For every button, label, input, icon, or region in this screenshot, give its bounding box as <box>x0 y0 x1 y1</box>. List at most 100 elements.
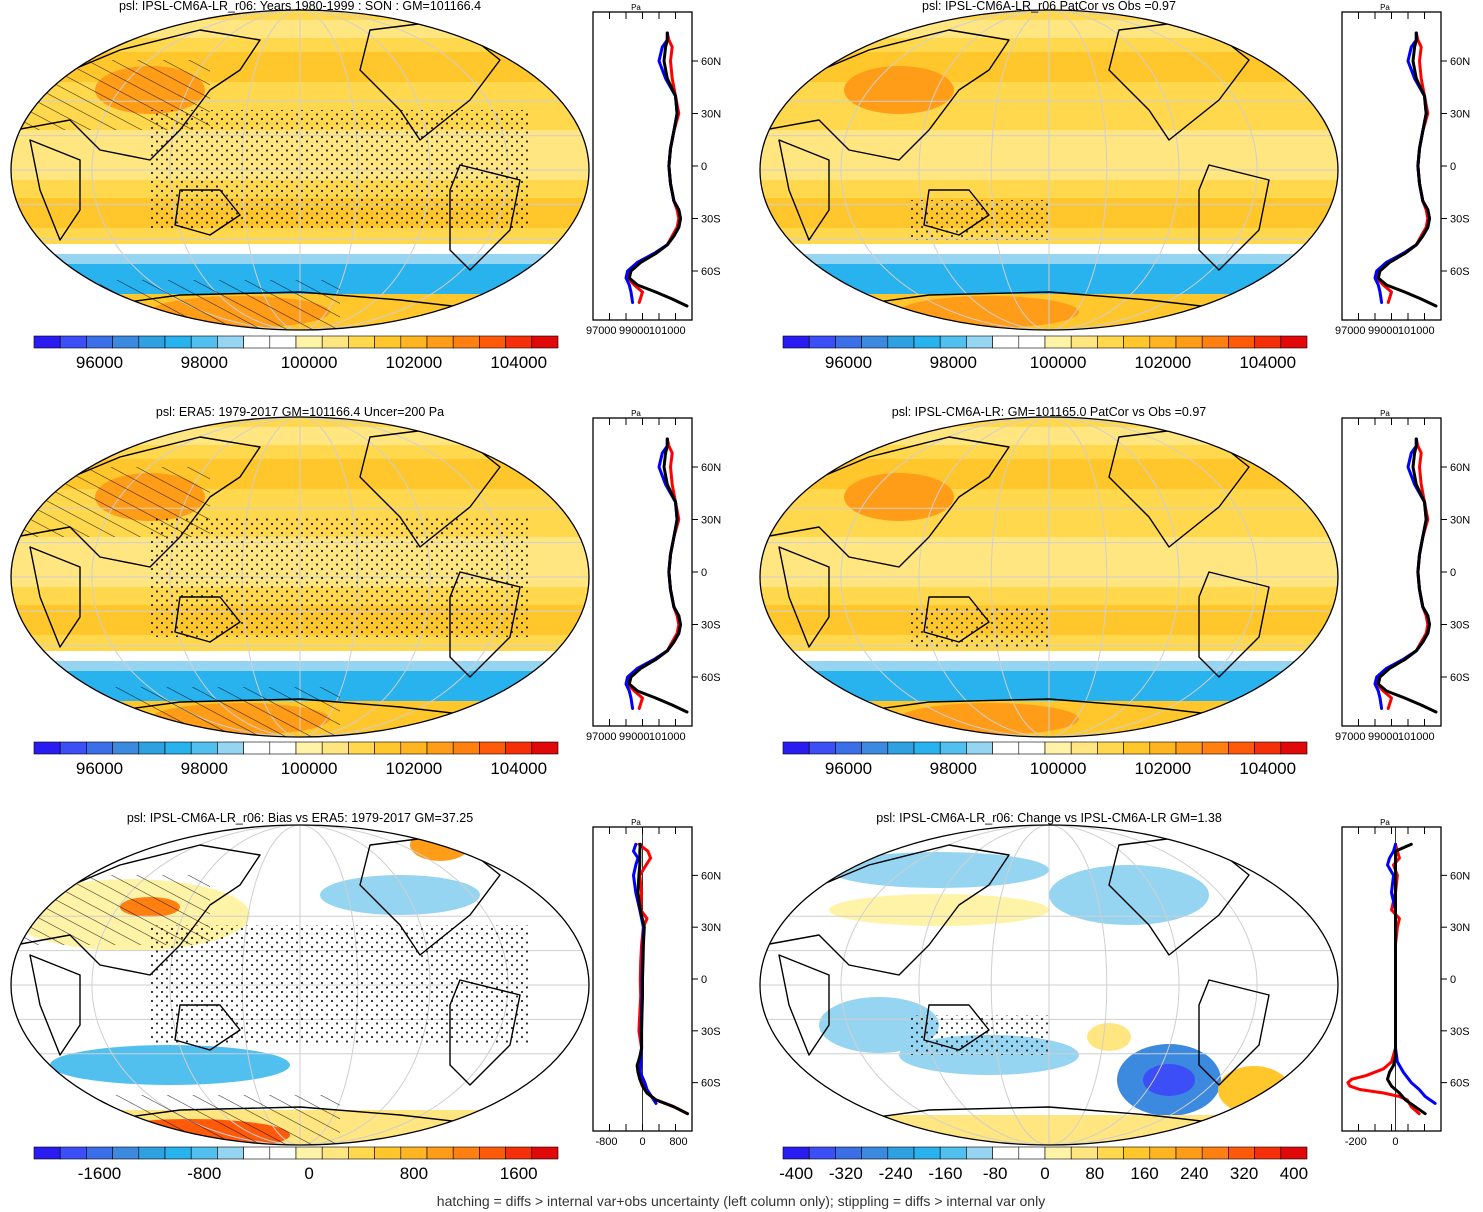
stippling-patch <box>909 607 1049 647</box>
coast-australia <box>174 189 241 236</box>
colorbar-swatch <box>243 1146 271 1160</box>
map-panel-4: psl: IPSL-CM6A-LR: GM=101165.0 PatCor vs… <box>759 405 1339 738</box>
profile-x-label: 0 <box>1392 1136 1398 1148</box>
profile-frame <box>1341 417 1442 727</box>
map-outline <box>759 9 1339 331</box>
colorbar-swatch <box>426 335 454 349</box>
profile-lat-label: 60N <box>701 870 721 882</box>
colorbar-label: 104000 <box>1239 759 1296 778</box>
colorbar-swatch <box>217 741 244 755</box>
colorbar-swatch <box>966 335 993 349</box>
colorbar-swatch <box>1018 335 1046 349</box>
profile-lat-label: 60N <box>1450 870 1470 882</box>
map-panel-5: psl: IPSL-CM6A-LR_r06: Bias vs ERA5: 197… <box>10 811 590 1146</box>
colorbar-label: -160 <box>928 1164 962 1183</box>
colorbar-swatch <box>426 1146 454 1160</box>
zonal-profile-3: 60N 30N 0 30S 60S 97000 99000 101000 Pa <box>586 409 721 743</box>
colorbar-swatch <box>1097 335 1124 349</box>
colorbar-label: 96000 <box>76 759 123 778</box>
colorbar-5: -1600 -800 0 800 1600 <box>33 1146 559 1183</box>
colorbar-swatch <box>374 1146 402 1160</box>
colorbar-swatch <box>808 335 836 349</box>
profile-x-label: 97000 <box>1335 325 1366 337</box>
coast-antarctica <box>69 698 531 723</box>
colorbar-label: 98000 <box>930 759 977 778</box>
colorbar-label: 1600 <box>500 1164 538 1183</box>
colorbar-swatch <box>112 335 140 349</box>
colorbar-swatch <box>1044 741 1072 755</box>
colorbar-swatch <box>1149 335 1177 349</box>
map-title: psl: ERA5: 1979-2017 GM=101166.4 Uncer=2… <box>156 405 444 419</box>
colorbar-swatch <box>400 741 428 755</box>
colorbar-swatch <box>1175 335 1203 349</box>
profile-unit: Pa <box>1380 3 1390 12</box>
profile-unit: Pa <box>631 818 641 827</box>
colorbar-swatch <box>861 335 889 349</box>
change-negative-n-america <box>1049 865 1209 925</box>
zonal-profile-2: 60N 30N 0 30S 60S 97000 99000 101000 Pa <box>1335 3 1470 337</box>
zonal-profile-4: 60N 30N 0 30S 60S 97000 99000 101000 Pa <box>1335 409 1470 743</box>
profile-lat-label: 60S <box>701 672 721 684</box>
colorbar-label: 98000 <box>181 353 228 372</box>
colorbar-swatch <box>1201 1146 1229 1160</box>
colorbar-swatch <box>190 335 218 349</box>
profile-lat-label: 60S <box>1450 672 1470 684</box>
colorbar-label: 100000 <box>1030 353 1087 372</box>
colorbar-swatch <box>452 1146 480 1160</box>
coast-south-america <box>1198 571 1270 678</box>
profile-lat-label: 30N <box>1450 109 1470 121</box>
profile-x-label: 97000 <box>1335 731 1366 743</box>
colorbar-swatch <box>505 741 533 755</box>
coast-antarctica <box>818 698 1280 723</box>
colorbar-swatch <box>1280 1146 1308 1160</box>
profile-x-label: 97000 <box>586 731 617 743</box>
colorbar-swatch <box>164 1146 192 1160</box>
colorbar-swatch <box>1018 1146 1046 1160</box>
colorbar-label: 160 <box>1130 1164 1158 1183</box>
colorbar-swatch <box>269 1146 297 1160</box>
colorbar-swatch <box>887 335 915 349</box>
figure-footnote: hatching = diffs > internal var+obs unce… <box>437 1193 1045 1209</box>
colorbar-swatch <box>321 335 349 349</box>
profile-x-label: 97000 <box>586 325 617 337</box>
profile-unit: Pa <box>631 3 641 12</box>
hatching-southern <box>100 1095 340 1145</box>
colorbar-label: 80 <box>1085 1164 1104 1183</box>
change-positive-s-atlantic <box>1087 1023 1131 1051</box>
colorbar-swatch <box>913 335 941 349</box>
colorbar-label: 104000 <box>1239 353 1296 372</box>
meridian-line <box>918 825 1180 1145</box>
colorbar-swatch <box>861 1146 889 1160</box>
colorbar-swatch <box>217 1146 244 1160</box>
colorbar-swatch <box>887 741 915 755</box>
stippling-tropics <box>150 925 530 1045</box>
coast-antarctica <box>69 291 531 316</box>
colorbar-swatch <box>1149 1146 1177 1160</box>
colorbar-swatch <box>913 1146 941 1160</box>
colorbar-label: 320 <box>1230 1164 1258 1183</box>
colorbar-swatch <box>479 1146 506 1160</box>
colorbar-swatch <box>243 335 271 349</box>
profile-series-mmm <box>1386 842 1427 1116</box>
profile-x-label: 99000 <box>1368 731 1399 743</box>
map-outline <box>10 824 590 1146</box>
coastlines <box>14 834 531 1131</box>
colorbar-swatch <box>348 1146 375 1160</box>
colorbar-label: 102000 <box>386 353 443 372</box>
colorbar-swatch <box>1228 1146 1255 1160</box>
colorbar-swatch <box>164 335 192 349</box>
coast-australia <box>923 189 990 236</box>
colorbar-label: 104000 <box>490 759 547 778</box>
colorbar-swatch <box>1228 335 1255 349</box>
coast-eurasia <box>14 844 261 976</box>
profile-x-label: 0 <box>639 1136 645 1148</box>
coastlines <box>763 19 1280 316</box>
meridian-line <box>918 10 1180 330</box>
colorbar-swatch <box>835 741 862 755</box>
map-title: psl: IPSL-CM6A-LR: GM=101165.0 PatCor vs… <box>892 405 1207 419</box>
profile-series-mmm <box>1376 437 1438 714</box>
colorbar-swatch <box>1018 741 1046 755</box>
colorbar-swatch <box>269 335 297 349</box>
colorbar-swatch <box>348 335 375 349</box>
colorbar-swatch <box>1175 1146 1203 1160</box>
